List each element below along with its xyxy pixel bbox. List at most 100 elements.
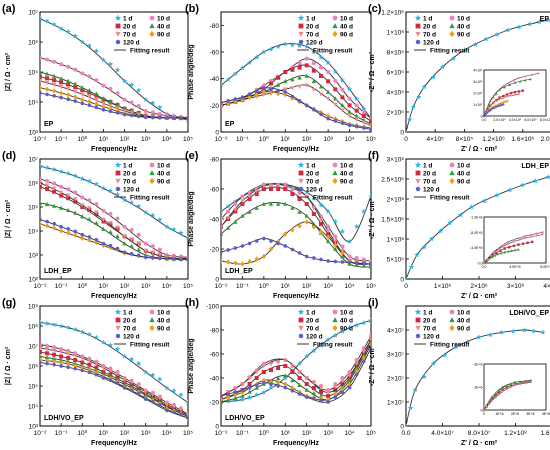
data-point-120d xyxy=(143,255,148,260)
data-point-120d xyxy=(40,217,42,222)
data-point-90d xyxy=(240,389,245,395)
legend-label-40d: 40 d xyxy=(157,24,170,31)
inset-point-10d xyxy=(524,234,527,238)
legend-label-70d: 70 d xyxy=(306,326,319,333)
inset-point-70d xyxy=(505,95,509,98)
legend-label-20d: 20 d xyxy=(423,24,436,31)
data-point-70d xyxy=(290,86,295,91)
data-point-1d xyxy=(453,344,459,350)
data-point-120d xyxy=(226,99,231,103)
data-point-70d xyxy=(51,186,57,191)
data-point-1d xyxy=(58,168,64,174)
data-point-10d xyxy=(226,209,231,214)
data-point-1d xyxy=(58,323,64,329)
data-point-120d xyxy=(108,109,113,113)
y-tick-label: 1.2×10⁶ xyxy=(381,10,404,17)
data-point-70d xyxy=(51,82,57,88)
inset-point-10d xyxy=(512,238,516,242)
data-point-120d xyxy=(101,108,106,112)
data-point-10d xyxy=(40,55,42,60)
data-point-1d xyxy=(107,342,114,348)
y-tick-label: 1×10⁶ xyxy=(387,30,405,37)
y-tick-label: -100 xyxy=(206,304,219,311)
legend-marker-120d xyxy=(115,186,121,192)
x-tick-label: 10¹ xyxy=(281,136,291,143)
legend-marker-70d xyxy=(298,178,304,184)
data-point-20d xyxy=(87,90,92,95)
legend-label-70d: 70 d xyxy=(423,179,436,186)
legend-label-20d: 20 d xyxy=(123,318,136,325)
y-tick-label: 10⁷ xyxy=(28,344,38,351)
inset-x-tick-label: 3E+6 xyxy=(526,412,534,416)
inset-point-120d xyxy=(490,108,493,111)
x-axis-label: Frequency/Hz xyxy=(91,293,137,300)
data-point-1d xyxy=(40,163,43,169)
y-tick-label: 0 xyxy=(400,277,404,284)
data-point-90d xyxy=(304,219,309,225)
legend-label-10d: 10 d xyxy=(340,163,353,170)
inset-point-70d xyxy=(485,405,488,409)
data-point-120d xyxy=(73,99,78,103)
data-point-120d xyxy=(115,111,120,115)
data-point-1d xyxy=(516,24,522,30)
data-point-120d xyxy=(354,124,359,129)
data-point-1d xyxy=(58,25,64,31)
series-group xyxy=(221,181,371,269)
inset-point-120d xyxy=(487,110,490,113)
inset-point-20d xyxy=(503,247,506,250)
data-point-10d xyxy=(340,376,345,380)
data-point-20d xyxy=(311,68,316,73)
inset-point-10d xyxy=(524,75,527,78)
legend-label-90d: 90 d xyxy=(157,179,170,186)
data-point-10d xyxy=(108,211,113,216)
data-point-40d xyxy=(275,201,281,206)
inset-point-40d xyxy=(487,399,491,403)
data-point-10d xyxy=(129,228,134,233)
data-point-20d xyxy=(254,376,259,380)
inset-point-70d xyxy=(482,408,486,412)
data-point-120d xyxy=(40,360,42,365)
data-point-1d xyxy=(282,375,288,381)
data-point-1d xyxy=(65,324,71,330)
y-tick-label: 1.5×10⁶ xyxy=(381,217,404,224)
legend-label-70d: 70 d xyxy=(123,326,136,333)
data-point-40d xyxy=(44,355,50,360)
data-point-20d xyxy=(45,351,50,356)
data-point-90d xyxy=(275,91,281,97)
x-tick-label: 10⁵ xyxy=(183,283,193,290)
plot-area xyxy=(220,158,372,280)
data-point-70d xyxy=(143,390,148,395)
y-tick-label: -60 xyxy=(210,187,220,194)
data-point-1d xyxy=(499,329,505,335)
inset-point-40d xyxy=(518,380,522,383)
data-point-1d xyxy=(346,86,353,92)
data-point-40d xyxy=(325,239,331,244)
data-point-20d xyxy=(73,357,78,362)
data-point-10d xyxy=(326,70,331,74)
data-point-120d xyxy=(129,251,134,256)
data-point-20d xyxy=(94,365,99,370)
data-point-40d xyxy=(325,89,331,94)
data-point-120d xyxy=(108,378,113,383)
data-point-70d xyxy=(157,396,163,401)
inset-point-120d xyxy=(500,104,503,107)
inset-point-70d xyxy=(490,399,494,403)
data-point-40d xyxy=(122,241,127,246)
y-tick-label: -80 xyxy=(210,23,220,30)
data-point-70d xyxy=(261,184,267,189)
data-point-120d xyxy=(221,100,223,105)
data-point-120d xyxy=(233,97,238,101)
x-tick-label: 10⁰ xyxy=(259,429,269,437)
data-point-120d xyxy=(164,408,169,413)
data-point-40d xyxy=(340,384,345,389)
legend-label-90d: 90 d xyxy=(457,326,470,333)
data-point-10d xyxy=(94,202,99,207)
data-point-1d xyxy=(268,384,274,390)
data-point-10d xyxy=(150,110,155,115)
data-point-90d xyxy=(325,234,331,240)
inset-y-tick-label: -1E+6 xyxy=(473,386,482,390)
inner-label: EP xyxy=(540,16,550,23)
data-point-1d xyxy=(143,96,149,102)
inset-point-120d xyxy=(498,104,501,107)
data-point-40d xyxy=(129,243,134,248)
